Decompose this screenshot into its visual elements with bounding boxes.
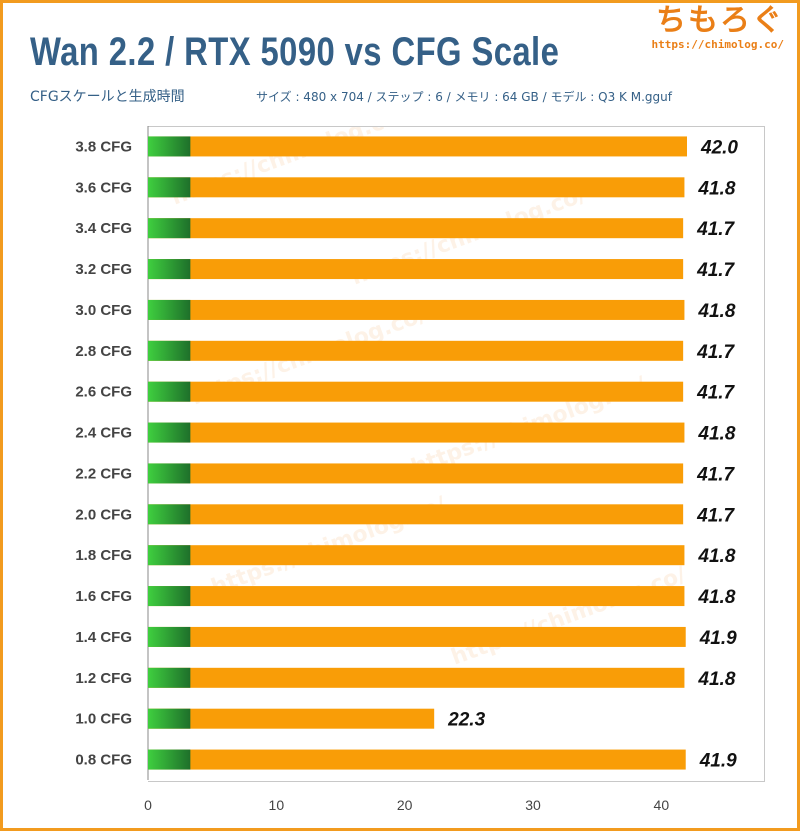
category-label: 1.2 CFG [75, 670, 132, 687]
value-label: 41.7 [696, 342, 735, 363]
value-label: 41.8 [697, 424, 735, 445]
value-label: 41.8 [697, 546, 735, 567]
bar-green-segment [148, 545, 191, 566]
test-parameters: サイズ : 480 x 704 / ステップ : 6 / メモリ : 64 GB… [256, 90, 672, 104]
bar-green-segment [148, 504, 191, 525]
bar-green-segment [148, 136, 191, 157]
category-label: 2.2 CFG [75, 465, 132, 482]
value-label: 41.7 [696, 219, 735, 240]
bar-3-6-cfg [148, 177, 685, 198]
x-tick-label: 20 [397, 797, 413, 813]
value-label: 41.7 [696, 505, 735, 526]
category-label: 2.4 CFG [75, 425, 132, 442]
bar-1-6-cfg [148, 586, 685, 607]
bar-0-8-cfg [148, 749, 686, 770]
bar-2-4-cfg [148, 422, 685, 443]
bar-green-segment [148, 463, 191, 484]
chart-title: Wan 2.2 / RTX 5090 vs CFG Scale [30, 30, 560, 74]
value-label: 41.8 [697, 301, 735, 322]
category-label: 3.4 CFG [75, 220, 132, 237]
bar-green-segment [148, 586, 191, 607]
bar-green-segment [148, 422, 191, 443]
category-label: 2.6 CFG [75, 384, 132, 401]
category-label: 3.0 CFG [75, 302, 132, 319]
bar-3-2-cfg [148, 259, 684, 280]
x-tick-label: 10 [269, 797, 285, 813]
category-label: 2.0 CFG [75, 506, 132, 523]
bar-green-segment [148, 381, 191, 402]
category-label: 2.8 CFG [75, 343, 132, 360]
value-label: 41.7 [696, 260, 735, 281]
site-logo: ちもろぐ https://chimolog.co/ [651, 3, 784, 52]
bar-1-8-cfg [148, 545, 685, 566]
value-label: 41.8 [697, 669, 735, 690]
value-label: 41.8 [697, 178, 735, 199]
bar-2-8-cfg [148, 340, 684, 361]
bar-green-segment [148, 749, 191, 770]
value-label: 22.3 [447, 710, 485, 731]
category-label: 3.6 CFG [75, 179, 132, 196]
logo-url: https://chimolog.co/ [651, 38, 784, 51]
bar-green-segment [148, 177, 191, 198]
x-axis-ticks: 0 10 20 30 40 [144, 797, 669, 813]
logo-text: ちもろぐ [656, 3, 784, 38]
category-label: 0.8 CFG [75, 752, 132, 769]
bar-green-segment [148, 299, 191, 320]
value-label: 42.0 [700, 137, 738, 158]
bar-green-segment [148, 667, 191, 688]
value-label: 41.7 [696, 464, 735, 485]
x-tick-label: 0 [144, 797, 152, 813]
bar-2-0-cfg [148, 504, 684, 525]
value-label: 41.9 [699, 628, 737, 649]
bar-3-0-cfg [148, 299, 685, 320]
x-tick-label: 30 [525, 797, 541, 813]
bar-2-6-cfg [148, 381, 684, 402]
bar-green-segment [148, 340, 191, 361]
bar-green-segment [148, 708, 191, 729]
category-label: 1.0 CFG [75, 711, 132, 728]
bar-1-4-cfg [148, 626, 686, 647]
chart-subtitle: CFGスケールと生成時間 [30, 89, 185, 105]
category-label: 3.2 CFG [75, 261, 132, 278]
category-label: 1.6 CFG [75, 588, 132, 605]
bar-1-0-cfg [148, 708, 435, 729]
value-label: 41.7 [696, 383, 735, 404]
bar-green-segment [148, 259, 191, 280]
category-label: 1.4 CFG [75, 629, 132, 646]
bar-green-segment [148, 218, 191, 239]
bar-1-2-cfg [148, 667, 685, 688]
bar-3-4-cfg [148, 218, 684, 239]
bar-2-2-cfg [148, 463, 684, 484]
value-label: 41.9 [699, 751, 737, 772]
bar-green-segment [148, 626, 191, 647]
bar-3-8-cfg [148, 136, 687, 157]
bars-group: 3.8 CFG 42.0 3.6 CFG 41.8 3.4 CFG 41.7 3.2 CFG… [75, 136, 738, 772]
value-label: 41.8 [697, 587, 735, 608]
category-label: 1.8 CFG [75, 547, 132, 564]
x-tick-label: 40 [654, 797, 670, 813]
category-label: 3.8 CFG [75, 138, 132, 155]
